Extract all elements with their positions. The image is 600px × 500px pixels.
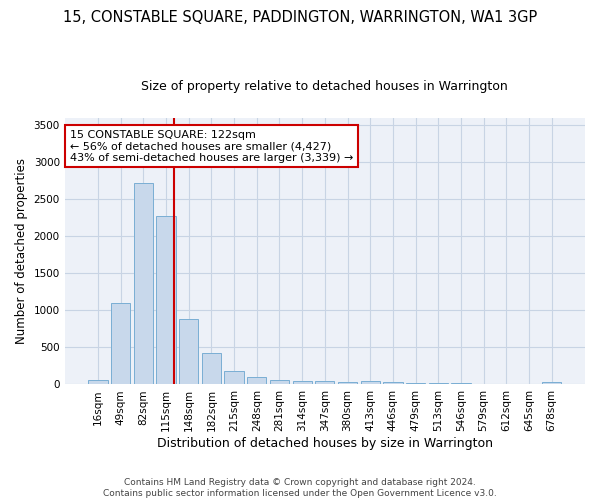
Bar <box>383 382 403 384</box>
Bar <box>157 216 176 384</box>
Title: Size of property relative to detached houses in Warrington: Size of property relative to detached ho… <box>142 80 508 93</box>
Bar <box>270 380 289 384</box>
Bar <box>111 303 130 384</box>
Bar <box>338 382 357 384</box>
Text: Contains HM Land Registry data © Crown copyright and database right 2024.
Contai: Contains HM Land Registry data © Crown c… <box>103 478 497 498</box>
Bar <box>315 382 334 384</box>
Bar <box>361 381 380 384</box>
Bar <box>247 377 266 384</box>
Bar <box>406 382 425 384</box>
X-axis label: Distribution of detached houses by size in Warrington: Distribution of detached houses by size … <box>157 437 493 450</box>
Bar <box>293 381 312 384</box>
Bar <box>88 380 107 384</box>
Bar <box>428 383 448 384</box>
Bar <box>202 352 221 384</box>
Y-axis label: Number of detached properties: Number of detached properties <box>15 158 28 344</box>
Text: 15 CONSTABLE SQUARE: 122sqm
← 56% of detached houses are smaller (4,427)
43% of : 15 CONSTABLE SQUARE: 122sqm ← 56% of det… <box>70 130 353 163</box>
Bar <box>179 320 199 384</box>
Bar <box>224 372 244 384</box>
Bar <box>134 183 153 384</box>
Bar <box>542 382 562 384</box>
Text: 15, CONSTABLE SQUARE, PADDINGTON, WARRINGTON, WA1 3GP: 15, CONSTABLE SQUARE, PADDINGTON, WARRIN… <box>63 10 537 25</box>
